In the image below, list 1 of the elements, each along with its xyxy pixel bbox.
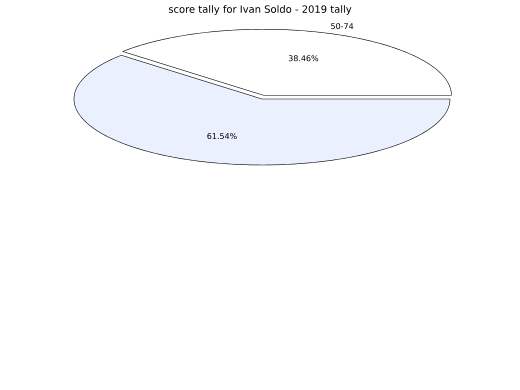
chart-title: score tally for Ivan Soldo - 2019 tally	[168, 5, 352, 15]
